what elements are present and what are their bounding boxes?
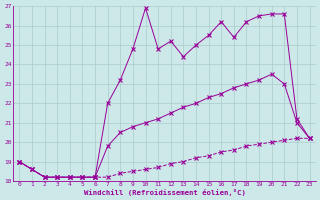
- X-axis label: Windchill (Refroidissement éolien,°C): Windchill (Refroidissement éolien,°C): [84, 189, 245, 196]
